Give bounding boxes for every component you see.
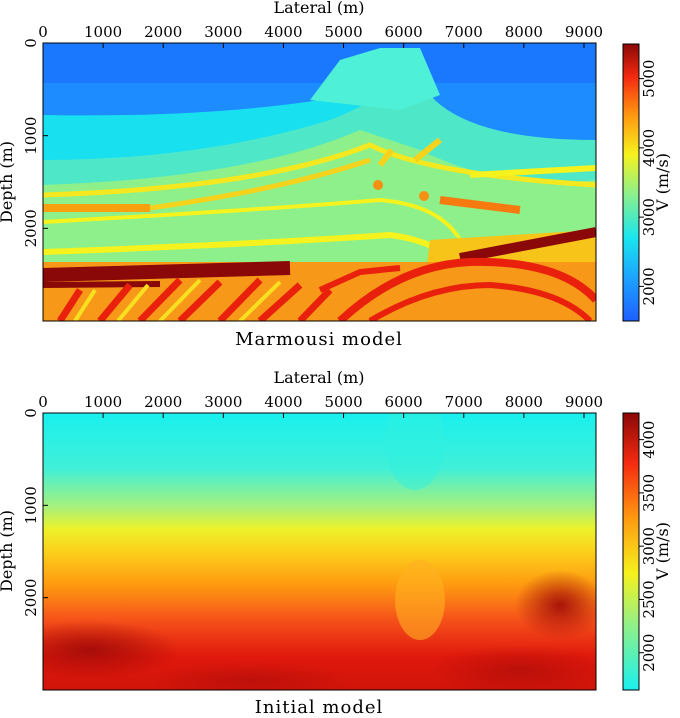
marmousi-colorbar-ticks: 2000 3000 4000 5000 [639,60,658,305]
marmousi-colorbar-label: V (m/s) [653,153,672,212]
colorbar-tick-label: 2000 [640,634,658,672]
marmousi-y-ticks: 0 1000 2000 [22,38,48,247]
x-tick-label: 4000 [264,23,302,41]
x-tick-label: 6000 [385,393,423,411]
x-tick-label: 0 [38,23,48,41]
marmousi-title: Marmousi model [235,329,403,350]
initial-ylabel: Depth (m) [0,510,16,592]
initial-xlabel: Lateral (m) [273,368,364,387]
marmousi-xlabel: Lateral (m) [273,0,364,17]
colorbar-tick-label: 3000 [640,527,658,565]
x-tick-label: 3000 [204,23,242,41]
x-tick-label: 7000 [445,393,483,411]
initial-image [43,413,596,690]
x-tick-label: 1000 [84,393,122,411]
y-tick-label: 2000 [22,209,40,247]
y-tick-label: 2000 [22,579,40,617]
initial-colorbar-ticks: 2000 2500 3000 3500 4000 [639,421,658,672]
initial-colorbar [622,412,640,691]
initial-title: Initial model [255,697,384,714]
colorbar-tick-label: 5000 [640,60,658,98]
marmousi-ylabel: Depth (m) [0,141,16,223]
x-tick-label: 5000 [324,23,362,41]
x-tick-label: 7000 [445,23,483,41]
initial-y-ticks: 0 1000 2000 [22,408,48,617]
x-tick-label: 9000 [565,23,603,41]
initial-colorbar-label: V (m/s) [653,522,672,581]
colorbar-tick-label: 4000 [640,421,658,459]
marmousi-image [43,43,596,321]
x-tick-label: 8000 [505,23,543,41]
x-tick-label: 6000 [385,23,423,41]
marmousi-x-ticks: 0 1000 2000 3000 4000 5000 6000 7000 8000 9000 [38,23,603,48]
marmousi-panel: 0 1000 2000 3000 4000 5000 6000 7000 8000 9000 0 1… [0,0,672,350]
x-tick-label: 8000 [505,393,543,411]
initial-panel: 0 1000 2000 3000 4000 5000 6000 7000 8000 9000 0 1… [0,368,672,718]
x-tick-label: 3000 [204,393,242,411]
x-tick-label: 1000 [84,23,122,41]
y-tick-label: 0 [22,38,40,48]
y-tick-label: 0 [22,408,40,418]
x-tick-label: 0 [38,393,48,411]
colorbar-tick-label: 3500 [640,474,658,512]
x-tick-label: 4000 [264,393,302,411]
y-tick-label: 1000 [22,117,40,155]
marmousi-colorbar [622,43,640,322]
colorbar-tick-label: 4000 [640,129,658,167]
x-tick-label: 9000 [565,393,603,411]
y-tick-label: 1000 [22,486,40,524]
x-tick-label: 5000 [324,393,362,411]
colorbar-tick-label: 3000 [640,198,658,236]
colorbar-tick-label: 2500 [640,580,658,618]
colorbar-tick-label: 2000 [640,267,658,305]
initial-x-ticks: 0 1000 2000 3000 4000 5000 6000 7000 8000 9000 [38,393,603,418]
x-tick-label: 2000 [144,393,182,411]
x-tick-label: 2000 [144,23,182,41]
